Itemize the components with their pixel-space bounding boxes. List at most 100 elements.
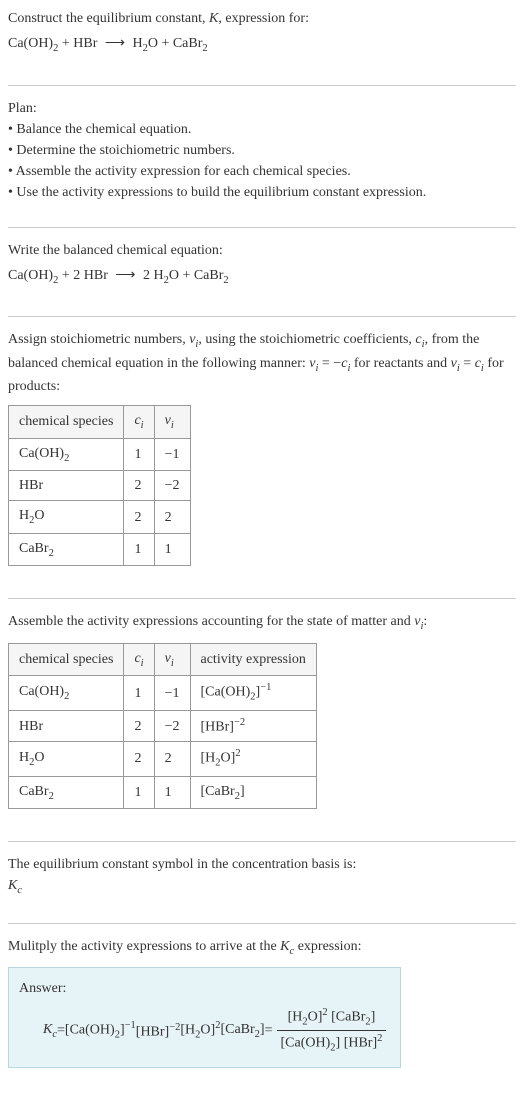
cell-c: 2 <box>124 501 154 534</box>
plan-section: Plan: Balance the chemical equation. Det… <box>8 98 516 215</box>
symbol-kc: Kc <box>8 875 516 899</box>
eb: [Ca(OH) <box>201 685 251 700</box>
activity-section: Assemble the activity expressions accoun… <box>8 611 516 829</box>
activity-text: Assemble the activity expressions accoun… <box>8 611 516 635</box>
na: [H <box>288 1010 303 1025</box>
cell-c: 2 <box>124 471 154 501</box>
t4b: [CaBr <box>220 1022 254 1037</box>
plan-item: Balance the chemical equation. <box>8 119 516 140</box>
t2b: [HBr] <box>136 1024 169 1039</box>
sps: 2 <box>64 691 69 702</box>
th-ci: ci <box>124 406 154 439</box>
act-pre: Assemble the activity expressions accoun… <box>8 614 414 629</box>
cell-nu: −2 <box>154 471 190 501</box>
divider <box>8 841 516 842</box>
table-row: H2O 2 2 <box>9 501 191 534</box>
sym-K: K <box>8 878 17 893</box>
cell-c: 1 <box>124 676 154 710</box>
cell-nu: 2 <box>154 501 190 534</box>
sp: Ca(OH) <box>19 446 64 461</box>
sps: 2 <box>49 790 54 801</box>
cell-c: 1 <box>124 438 154 471</box>
ans-eq: = <box>57 1020 65 1041</box>
th-expr: activity expression <box>190 643 316 676</box>
balanced-section: Write the balanced chemical equation: Ca… <box>8 240 516 305</box>
act-colon: : <box>423 614 427 629</box>
mul-pre: Mulitply the activity expressions to arr… <box>8 939 280 954</box>
table-header-row: chemical species ci νi <box>9 406 191 439</box>
cell-species: Ca(OH)2 <box>9 438 124 471</box>
dbsup: 2 <box>377 1033 382 1044</box>
intro-K: K <box>209 11 218 26</box>
table-header-row: chemical species ci νi activity expressi… <box>9 643 317 676</box>
intro-post: , expression for: <box>218 11 309 26</box>
stoich-mid3: for reactants and <box>350 356 450 371</box>
ans-t2: [HBr]−2 <box>136 1020 181 1043</box>
plan-item: Use the activity expressions to build th… <box>8 182 516 203</box>
cell-nu: 2 <box>154 742 190 776</box>
stoich-eq1eq: = − <box>318 356 341 371</box>
t3b: [H <box>180 1023 195 1038</box>
th-species: chemical species <box>9 406 124 439</box>
nb: [CaBr <box>331 1010 365 1025</box>
t1sup: −1 <box>125 1020 136 1031</box>
sps: 2 <box>49 548 54 559</box>
plan-item: Determine the stoichiometric numbers. <box>8 140 516 161</box>
divider <box>8 598 516 599</box>
cell-c: 1 <box>124 533 154 566</box>
table-row: CaBr2 1 1 <box>9 533 191 566</box>
eq-arrow: ⟶ <box>105 36 125 51</box>
sps: 2 <box>64 453 69 464</box>
balanced-equation: Ca(OH)2 + 2 HBr ⟶ 2 H2O + CaBr2 <box>8 265 516 289</box>
ec: O] <box>221 751 236 766</box>
sp: H <box>19 750 29 765</box>
t3c: O] <box>200 1023 215 1038</box>
eb: [HBr] <box>201 719 234 734</box>
eq-rhs2-sub: 2 <box>202 43 207 54</box>
th-species: chemical species <box>9 643 124 676</box>
ans-t1: [Ca(OH)2]−1 <box>65 1018 136 1043</box>
spp: O <box>34 508 44 523</box>
t1b: [Ca(OH) <box>65 1023 115 1038</box>
divider <box>8 316 516 317</box>
symbol-text: The equilibrium constant symbol in the c… <box>8 854 516 875</box>
bal-rhs2: O + CaBr <box>169 268 224 283</box>
th-i: i <box>141 420 144 431</box>
mul-post: expression: <box>294 939 361 954</box>
cell-species: HBr <box>9 710 124 742</box>
plan-title: Plan: <box>8 98 516 119</box>
eq-rhs2: O + CaBr <box>148 36 203 51</box>
fraction-denominator: [Ca(OH)2] [HBr]2 <box>277 1031 387 1056</box>
th-i: i <box>141 658 144 669</box>
fraction-numerator: [H2O]2 [CaBr2] <box>277 1005 387 1031</box>
stoich-mid1: , using the stoichiometric coefficients, <box>198 332 415 347</box>
table-row: HBr 2 −2 <box>9 471 191 501</box>
eq-rhs1: H <box>129 36 143 51</box>
table-row: CaBr2 1 1 [CaBr2] <box>9 776 317 809</box>
ans-Kc: Kc <box>43 1019 57 1043</box>
intro-pre: Construct the equilibrium constant, <box>8 11 209 26</box>
bal-lhs1: Ca(OH) <box>8 268 53 283</box>
ans-t4: [CaBr2] <box>220 1019 264 1043</box>
ans-K: K <box>43 1022 52 1037</box>
bal-arrow: ⟶ <box>115 268 135 283</box>
plan-list: Balance the chemical equation. Determine… <box>8 119 516 203</box>
cell-species: Ca(OH)2 <box>9 676 124 710</box>
sym-c: c <box>17 885 22 896</box>
sp: Ca(OH) <box>19 684 64 699</box>
table-row: Ca(OH)2 1 −1 <box>9 438 191 471</box>
ans-eq2: = <box>265 1020 273 1041</box>
cell-nu: −1 <box>154 438 190 471</box>
divider <box>8 85 516 86</box>
cell-nu: −2 <box>154 710 190 742</box>
cell-c: 2 <box>124 710 154 742</box>
th-i2: i <box>171 658 174 669</box>
ans-t3: [H2O]2 <box>180 1018 220 1043</box>
da: [Ca(OH) <box>281 1036 331 1051</box>
symbol-section: The equilibrium constant symbol in the c… <box>8 854 516 911</box>
cell-c: 2 <box>124 742 154 776</box>
eq-plus1: + HBr <box>58 36 101 51</box>
spp: O <box>34 750 44 765</box>
th-ci: ci <box>124 643 154 676</box>
sp: CaBr <box>19 541 49 556</box>
